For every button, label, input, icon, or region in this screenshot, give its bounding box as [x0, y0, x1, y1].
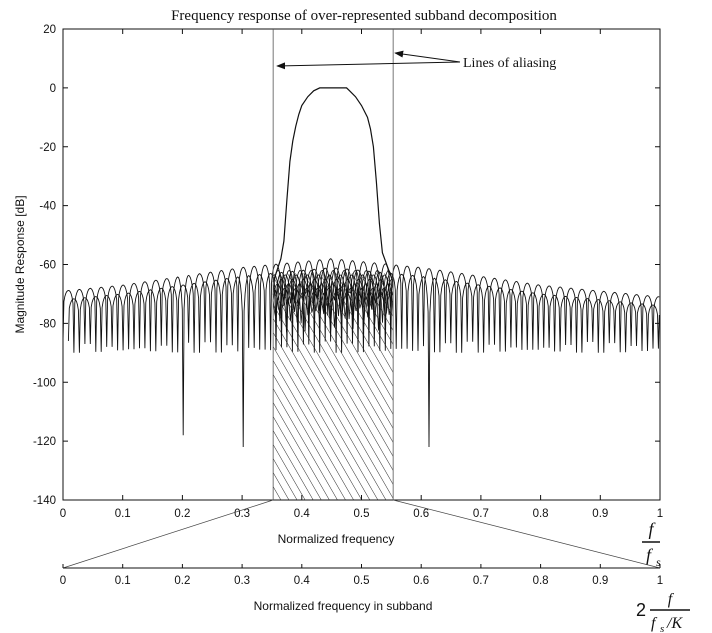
subband-unit-prefix: 2 [636, 600, 646, 620]
x-tick-label: 1 [657, 508, 663, 520]
subband-tick-label: 0.8 [533, 575, 549, 587]
y-tick-label: 20 [43, 24, 56, 36]
subband-tick-label: 0.4 [294, 575, 311, 587]
subband-projection: 0 0.1 0.2 0.3 0.4 0.5 0.6 0.7 0.8 0.9 1 [60, 499, 663, 587]
overlapping-subband-curve [273, 287, 394, 331]
y-tick-label: -40 [39, 201, 56, 213]
x-tick-label: 0.6 [413, 508, 429, 520]
y-tick-label: -20 [39, 142, 56, 154]
overlapping-subband-curve [272, 283, 394, 332]
subband-unit-symbol: 2 f f s /K [636, 591, 690, 633]
subband-unit-denominator: f [651, 615, 658, 632]
subband-tick-label: 0.5 [354, 575, 370, 587]
frequency-unit-symbol: f f s [642, 519, 661, 569]
annotation-arrow [394, 50, 461, 63]
subband-tick-label: 0.3 [234, 575, 250, 587]
subband-unit-numerator: f [668, 591, 675, 608]
y-tick-label: -80 [39, 318, 56, 330]
aliasing-annotation: Lines of aliasing [276, 50, 556, 71]
subband-tick-label: 0.6 [413, 575, 429, 587]
projection-line-left [62, 499, 274, 569]
x-tick-label: 0.2 [174, 508, 190, 520]
sidelobe-curve-b [67, 267, 660, 448]
subband-tick-label: 0.1 [115, 575, 131, 587]
x-tick-label: 0.5 [354, 508, 370, 520]
y-axis-label: Magnitude Response [dB] [13, 195, 27, 333]
sidelobe-curve-a [63, 258, 660, 436]
passband-curve [272, 87, 394, 283]
subband-tick-label: 1 [657, 575, 663, 587]
subband-tick-label: 0.2 [174, 575, 190, 587]
unit-denominator: f [646, 545, 654, 565]
x-tick-label: 0.1 [115, 508, 131, 520]
subband-unit-denominator-suffix: /K [666, 615, 683, 632]
y-tick-label: -120 [33, 436, 56, 448]
x-tick-label: 0 [60, 508, 66, 520]
subband-tick-label: 0 [60, 575, 66, 587]
x-tick-label: 0.4 [294, 508, 311, 520]
subband-tick-label: 0.7 [473, 575, 489, 587]
overlapping-subband-curve [272, 291, 394, 335]
x-axis-label: Normalized frequency [278, 532, 395, 546]
chart-title: Frequency response of over-represented s… [171, 8, 557, 24]
y-tick-label: -60 [39, 260, 56, 272]
x-tick-label: 0.8 [533, 508, 549, 520]
unit-denominator-subscript: s [656, 555, 661, 569]
y-tick-label: -100 [33, 377, 56, 389]
aliasing-annotation-label: Lines of aliasing [463, 56, 556, 71]
projection-line-right [393, 499, 661, 569]
y-tick-label: 0 [50, 83, 56, 95]
x-tick-label: 0.7 [473, 508, 489, 520]
subband-x-axis-label: Normalized frequency in subband [254, 599, 433, 613]
overlapping-subband-curve [272, 274, 394, 322]
y-tick-label: -140 [33, 495, 56, 507]
subband-unit-denominator-subscript: s [660, 623, 664, 633]
x-tick-label: 0.9 [592, 508, 608, 520]
plot-area: 200-20-40-60-80-100-120-140 0 0.1 0.2 0.3 0.… [33, 24, 663, 520]
annotation-arrow [276, 61, 461, 70]
subband-tick-label: 0.9 [592, 575, 608, 587]
unit-numerator: f [648, 519, 656, 539]
